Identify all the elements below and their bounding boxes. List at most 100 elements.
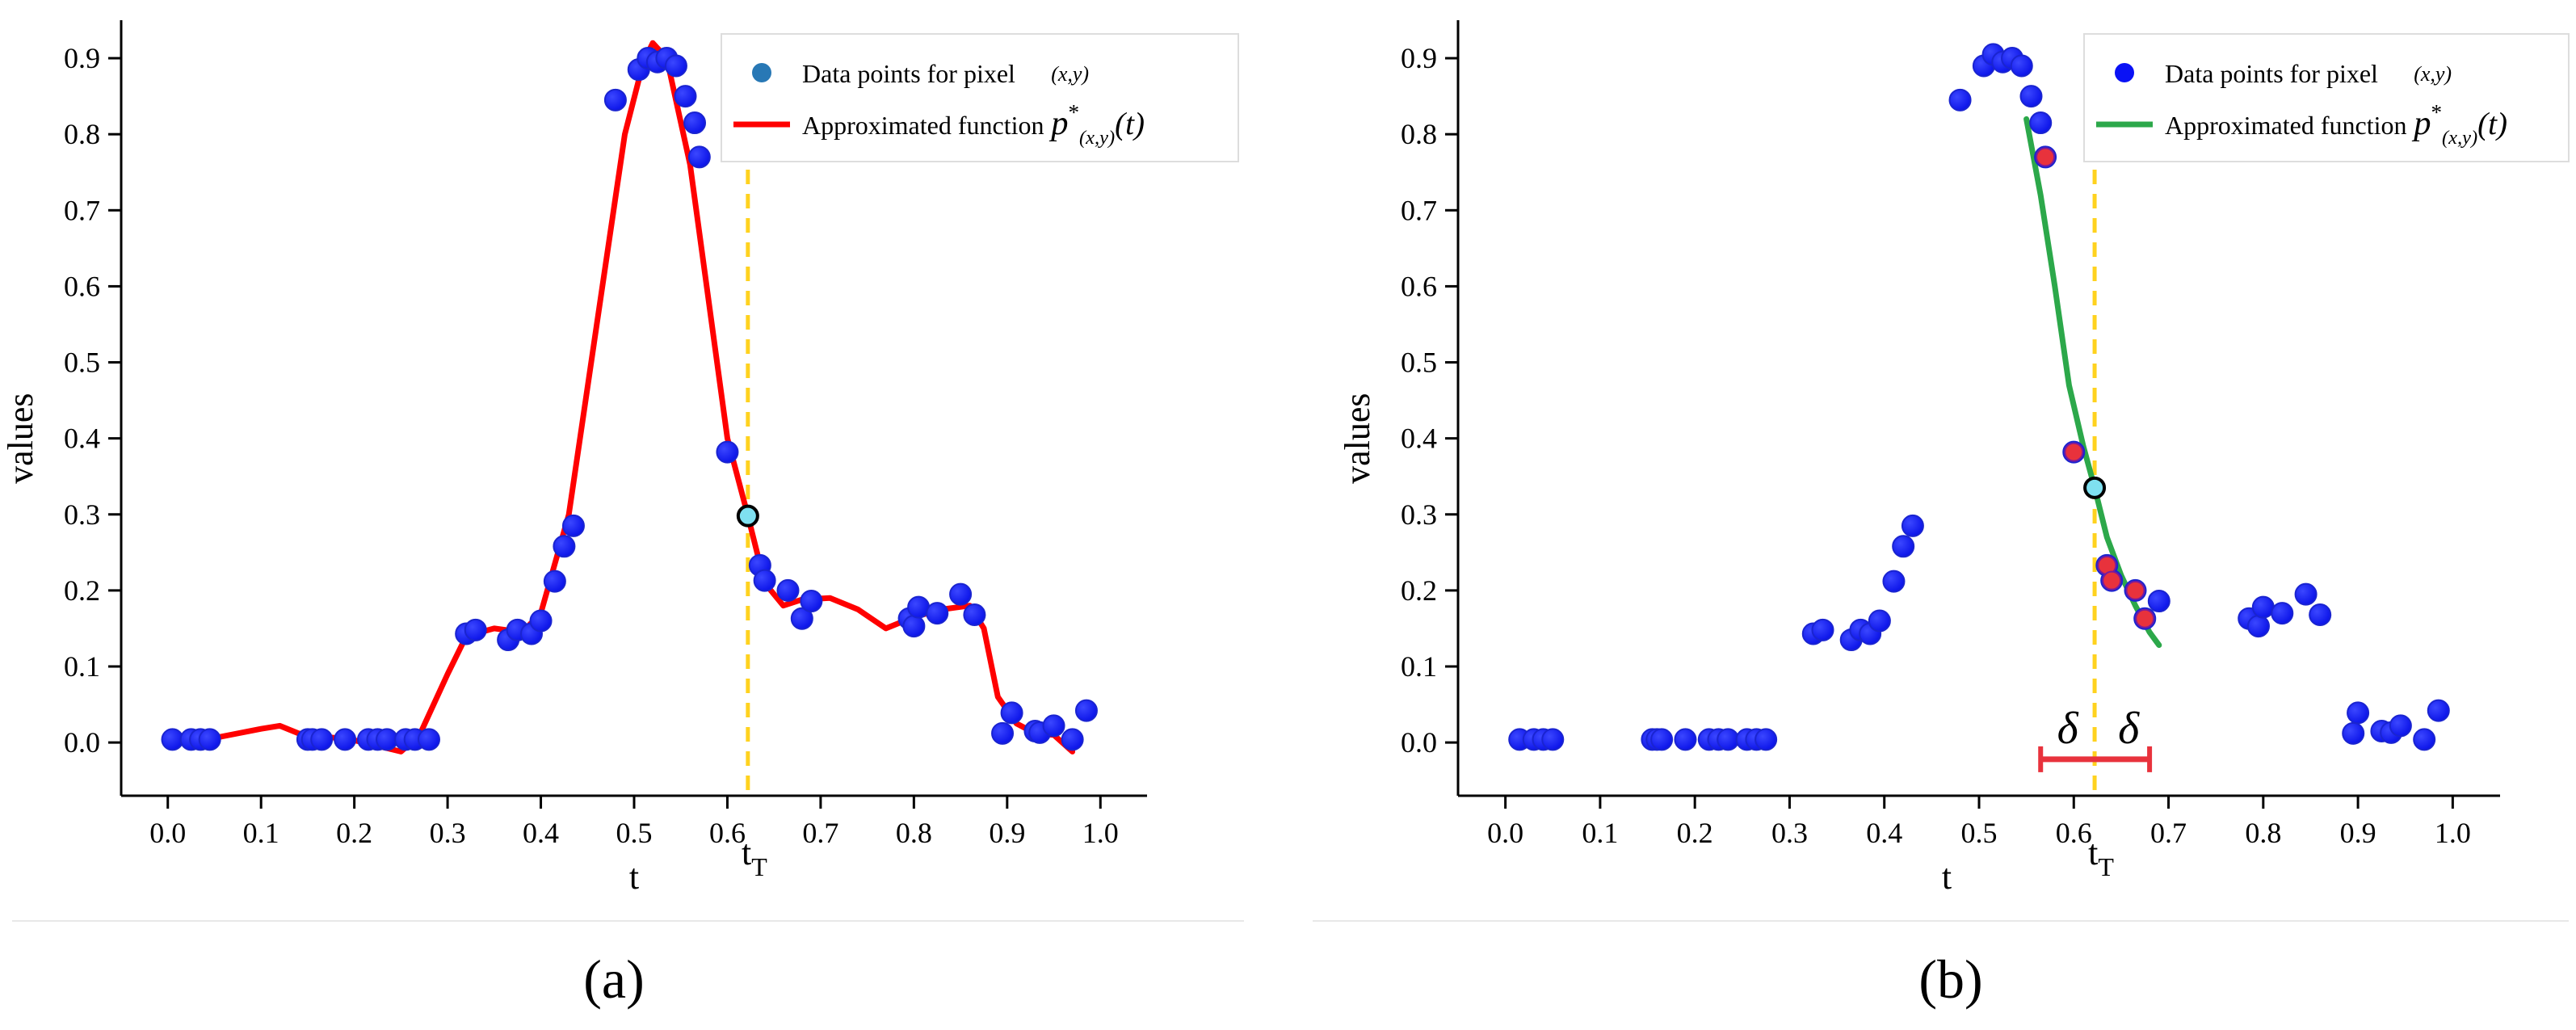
y-axis-title: values (1, 393, 40, 483)
x-tick-label: 0.8 (2245, 817, 2281, 849)
legend-box (721, 33, 1239, 162)
tT-label: tT (2088, 833, 2114, 881)
data-point (2347, 701, 2370, 725)
y-tick-label: 0.2 (64, 574, 100, 607)
data-point (753, 569, 776, 592)
data-point (198, 728, 221, 751)
legend-box (2083, 33, 2570, 162)
y-tick-label: 0.1 (1401, 650, 1437, 683)
y-tick-label: 0.3 (64, 498, 100, 531)
delta-label-left: δ (2057, 704, 2079, 754)
panel-a: 0.0 0.1 0.2 0.3 0.4 0.5 0.6 0.7 0.8 0.9 1.0 0.0 0.1 0… (1, 20, 1244, 1010)
x-tick-label: 0.6 (2056, 817, 2092, 849)
y-tick-label: 0.5 (1401, 347, 1437, 379)
y-tick-label: 0.9 (64, 42, 100, 74)
y-tick-label: 0.4 (64, 423, 100, 455)
delta-window-point (2036, 147, 2056, 167)
data-point (1717, 728, 1740, 751)
data-point (310, 728, 334, 751)
data-point (334, 728, 357, 751)
legend-label-math: p*(x,y)(t) (2411, 100, 2507, 149)
data-point (800, 590, 823, 613)
x-tick-label: 0.1 (1582, 817, 1618, 849)
data-point (543, 570, 566, 593)
y-tick-label: 0.1 (64, 650, 100, 683)
x-tick-label: 0.4 (523, 817, 559, 849)
data-point (2271, 602, 2294, 625)
y-tick-label: 0.4 (1401, 423, 1437, 455)
legend-label-data: Data points for pixel (2165, 59, 2378, 88)
data-point (949, 582, 973, 606)
y-tick-label: 0.0 (64, 726, 100, 759)
data-point (464, 618, 487, 641)
x-tick-label: 0.9 (989, 817, 1025, 849)
tT-label: tT (742, 833, 767, 881)
x-tick-label: 0.6 (709, 817, 746, 849)
panel-caption: (a) (583, 948, 644, 1010)
delta-window-point (2135, 608, 2155, 629)
x-tick-label: 0.9 (2340, 817, 2376, 849)
y-tick-label: 0.0 (1401, 726, 1437, 759)
data-point (561, 514, 585, 537)
data-point (991, 721, 1015, 745)
panel-b: 0.0 0.1 0.2 0.3 0.4 0.5 0.6 0.7 0.8 0.9 1.0 0.0 0.1 0… (1313, 20, 2570, 1010)
y-tick-label: 0.3 (1401, 498, 1437, 531)
data-point (963, 603, 986, 626)
y-tick-label: 0.8 (64, 118, 100, 150)
x-axis-title: t (629, 857, 639, 897)
data-point (2251, 595, 2275, 619)
data-point (926, 602, 949, 625)
x-tick-label: 0.0 (1487, 817, 1523, 849)
data-point (776, 578, 800, 602)
y-axis-title: values (1338, 393, 1377, 483)
x-tick-label: 0.2 (336, 817, 372, 849)
intersection-point (736, 504, 759, 528)
legend-label-xy: (x,y) (1051, 62, 1089, 86)
data-point (1042, 714, 1065, 738)
legend-label-data: Data points for pixel (802, 59, 1015, 88)
data-point (2019, 85, 2043, 108)
data-point (418, 728, 440, 751)
data-point (664, 54, 687, 78)
data-point (1650, 728, 1674, 751)
x-tick-label: 0.5 (1961, 817, 1998, 849)
x-tick-label: 0.7 (802, 817, 838, 849)
data-point (2413, 728, 2436, 751)
legend-label-xy: (x,y) (2414, 62, 2452, 86)
data-point (683, 111, 707, 135)
x-tick-label: 0.3 (1771, 817, 1808, 849)
data-point (2389, 714, 2412, 738)
data-point (2246, 615, 2270, 638)
data-point (1000, 701, 1023, 725)
legend-label-math: p*(x,y)(t) (1048, 100, 1145, 149)
x-tick-label: 1.0 (1082, 817, 1119, 849)
data-point (2147, 590, 2170, 613)
legend-label-function: Approximated function (802, 111, 1044, 140)
data-point (2294, 582, 2318, 606)
delta-label-right: δ (2118, 704, 2140, 754)
data-point (1892, 535, 1915, 558)
x-tick-label: 0.4 (1866, 817, 1902, 849)
data-point (2342, 721, 2365, 745)
delta-window-point (2102, 570, 2122, 591)
data-point (1882, 570, 1906, 593)
y-tick-label: 0.5 (64, 347, 100, 379)
intersection-point (2083, 476, 2107, 499)
x-tick-label: 0.5 (616, 817, 653, 849)
x-tick-label: 0.2 (1677, 817, 1713, 849)
data-point (1674, 728, 1697, 751)
y-tick-label: 0.7 (1401, 194, 1437, 226)
y-tick-label: 0.9 (1401, 42, 1437, 74)
legend-label-function: Approximated function (2165, 111, 2406, 140)
legend-marker-dot (2115, 63, 2134, 82)
legend-marker-dot (752, 63, 771, 82)
data-point (902, 615, 926, 638)
y-tick-label: 0.2 (1401, 574, 1437, 607)
data-point (1948, 88, 1972, 111)
data-point (1074, 699, 1098, 722)
x-tick-label: 0.7 (2150, 817, 2187, 849)
data-point (2309, 603, 2332, 626)
data-point (1061, 728, 1084, 751)
data-point (1541, 728, 1565, 751)
